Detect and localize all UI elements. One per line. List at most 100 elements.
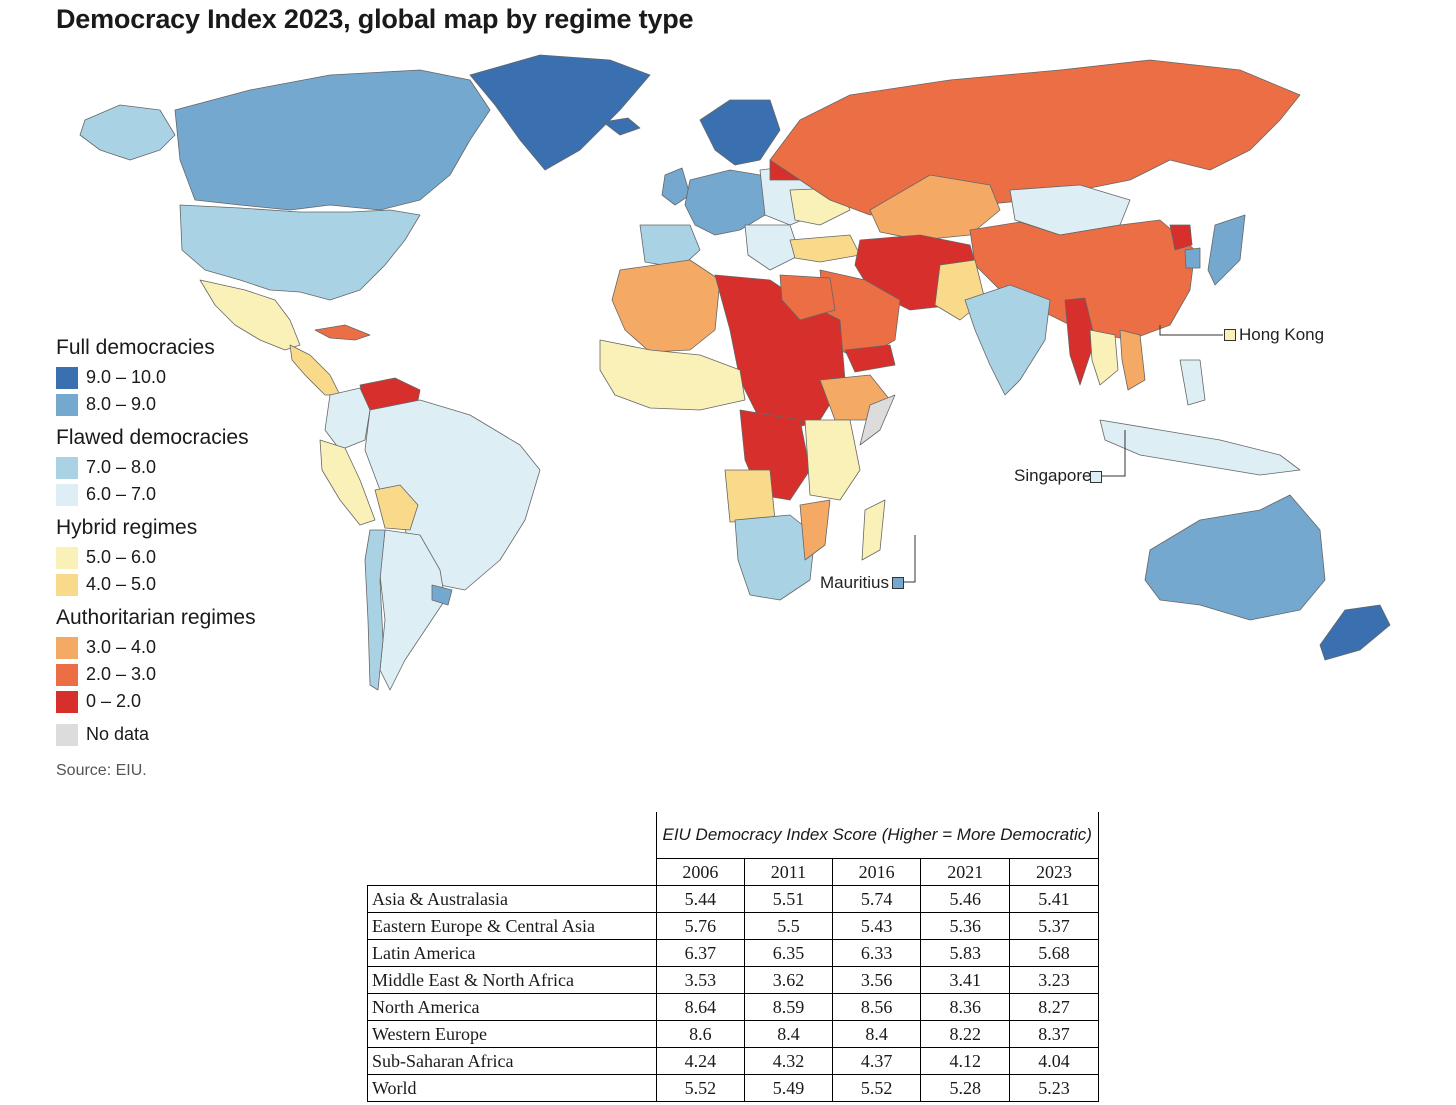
legend-item-label: 0 – 2.0 — [86, 691, 142, 711]
legend-swatch — [56, 483, 78, 506]
legend-item-label: 4.0 – 5.0 — [86, 574, 157, 594]
legend-group-title: Authoritarian regimes — [56, 606, 256, 629]
legend-swatch — [56, 690, 78, 713]
legend-swatch — [56, 456, 78, 479]
region-japan — [1207, 214, 1246, 286]
region-cell: Latin America — [367, 939, 657, 967]
region-yemen — [844, 344, 896, 373]
legend-item: 3.0 – 4.0 — [56, 634, 316, 661]
legend-item-label: 7.0 – 8.0 — [86, 457, 157, 477]
legend-item-label: 5.0 – 6.0 — [86, 547, 157, 567]
score-cell: 4.32 — [744, 1047, 833, 1075]
legend-group-title: Hybrid regimes — [56, 516, 198, 539]
legend-item: 2.0 – 3.0 — [56, 661, 316, 688]
region-vietnam — [1119, 329, 1146, 391]
legend-swatch — [56, 663, 78, 686]
score-cell: 5.51 — [744, 885, 833, 913]
score-cell: 5.5 — [744, 912, 833, 940]
mauritius-label: Mauritius — [820, 573, 889, 592]
region-myanmar — [1064, 297, 1096, 386]
region-cell: Sub-Saharan Africa — [367, 1047, 657, 1075]
score-table: EIU Democracy Index Score (Higher = More… — [367, 812, 1099, 1102]
legend-item: 5.0 – 6.0 — [56, 544, 316, 571]
region-cell: Asia & Australasia — [367, 885, 657, 913]
score-cell: 5.43 — [831, 912, 922, 940]
score-cell: 3.62 — [744, 966, 833, 994]
score-cell: 5.74 — [831, 885, 922, 913]
region-australia — [1144, 494, 1326, 621]
table-row: World 5.52 5.49 5.52 5.28 5.23 — [367, 1074, 1099, 1102]
region-north-korea — [1169, 224, 1193, 251]
map-title: Democracy Index 2023, global map by regi… — [56, 4, 694, 34]
legend-swatch — [56, 546, 78, 569]
legend-group-title: Flawed democracies — [56, 426, 249, 449]
score-cell: 8.37 — [1009, 1020, 1099, 1048]
region-usa — [179, 204, 421, 301]
score-cell: 3.56 — [831, 966, 922, 994]
legend-item: 4.0 – 5.0 — [56, 571, 316, 598]
legend-item: 7.0 – 8.0 — [56, 454, 316, 481]
region-philippines — [1179, 359, 1206, 406]
legend-item-label: No data — [86, 724, 150, 744]
legend-swatch — [56, 573, 78, 596]
region-scandinavia — [699, 99, 781, 166]
score-cell: 6.33 — [831, 939, 922, 967]
legend-item-label: 3.0 – 4.0 — [86, 637, 157, 657]
score-cell: 8.64 — [655, 993, 746, 1021]
legend-item: 0 – 2.0 — [56, 688, 316, 715]
region-uk — [661, 167, 691, 206]
region-somalia — [859, 394, 896, 446]
score-cell: 4.12 — [920, 1047, 1011, 1075]
score-cell: 5.52 — [655, 1074, 746, 1102]
region-iceland — [602, 117, 641, 136]
mauritius-leader — [903, 535, 916, 583]
region-cell: Middle East & North Africa — [367, 966, 657, 994]
score-cell: 8.59 — [744, 993, 833, 1021]
region-argentina — [379, 529, 446, 691]
region-west-africa — [599, 339, 746, 411]
score-cell: 5.68 — [1009, 939, 1099, 967]
score-cell: 4.24 — [655, 1047, 746, 1075]
legend-swatch — [56, 723, 78, 746]
region-greenland — [469, 54, 651, 171]
legend-item-label: 2.0 – 3.0 — [86, 664, 157, 684]
region-cell: Eastern Europe & Central Asia — [367, 912, 657, 940]
score-cell: 5.52 — [831, 1074, 922, 1102]
region-new-zealand — [1319, 604, 1391, 661]
region-western-europe — [684, 169, 776, 236]
score-cell: 5.76 — [655, 912, 746, 940]
legend-item-label: 9.0 – 10.0 — [86, 367, 167, 387]
score-cell: 5.37 — [1009, 912, 1099, 940]
region-north-africa-west — [611, 259, 721, 353]
legend: Full democracies 9.0 – 10.0 8.0 – 9.0 Flawe… — [56, 336, 316, 748]
table-row: Eastern Europe & Central Asia 5.76 5.5 5.43… — [367, 912, 1099, 940]
region-canada — [174, 69, 491, 211]
hong-kong-leader — [1159, 325, 1223, 336]
region-cell: Western Europe — [367, 1020, 657, 1048]
region-cuba — [314, 324, 371, 341]
source-note: Source: EIU. — [56, 762, 147, 779]
singapore-label: Singapore — [1014, 466, 1092, 485]
score-cell: 8.6 — [655, 1020, 746, 1048]
region-colombia — [324, 387, 371, 451]
score-cell: 8.4 — [831, 1020, 922, 1048]
hong-kong-swatch — [1224, 329, 1236, 341]
score-cell: 6.37 — [655, 939, 746, 967]
score-cell: 6.35 — [744, 939, 833, 967]
region-southern-africa — [734, 514, 816, 601]
region-iberia — [639, 224, 701, 269]
region-cell: World — [367, 1074, 657, 1102]
region-turkey — [789, 234, 861, 263]
year-header: 2011 — [744, 858, 833, 886]
table-row: Asia & Australasia 5.44 5.51 5.74 5.46 5.41 — [367, 885, 1099, 913]
table-row: Latin America 6.37 6.35 6.33 5.83 5.68 — [367, 939, 1099, 967]
legend-item: 6.0 – 7.0 — [56, 481, 316, 508]
legend-item-label: 6.0 – 7.0 — [86, 484, 157, 504]
region-bolivia — [374, 484, 419, 531]
score-cell: 4.04 — [1009, 1047, 1099, 1075]
legend-swatch — [56, 366, 78, 389]
score-cell: 8.22 — [920, 1020, 1011, 1048]
year-header: 2023 — [1009, 858, 1099, 886]
score-cell: 3.23 — [1009, 966, 1099, 994]
score-cell: 3.53 — [655, 966, 746, 994]
